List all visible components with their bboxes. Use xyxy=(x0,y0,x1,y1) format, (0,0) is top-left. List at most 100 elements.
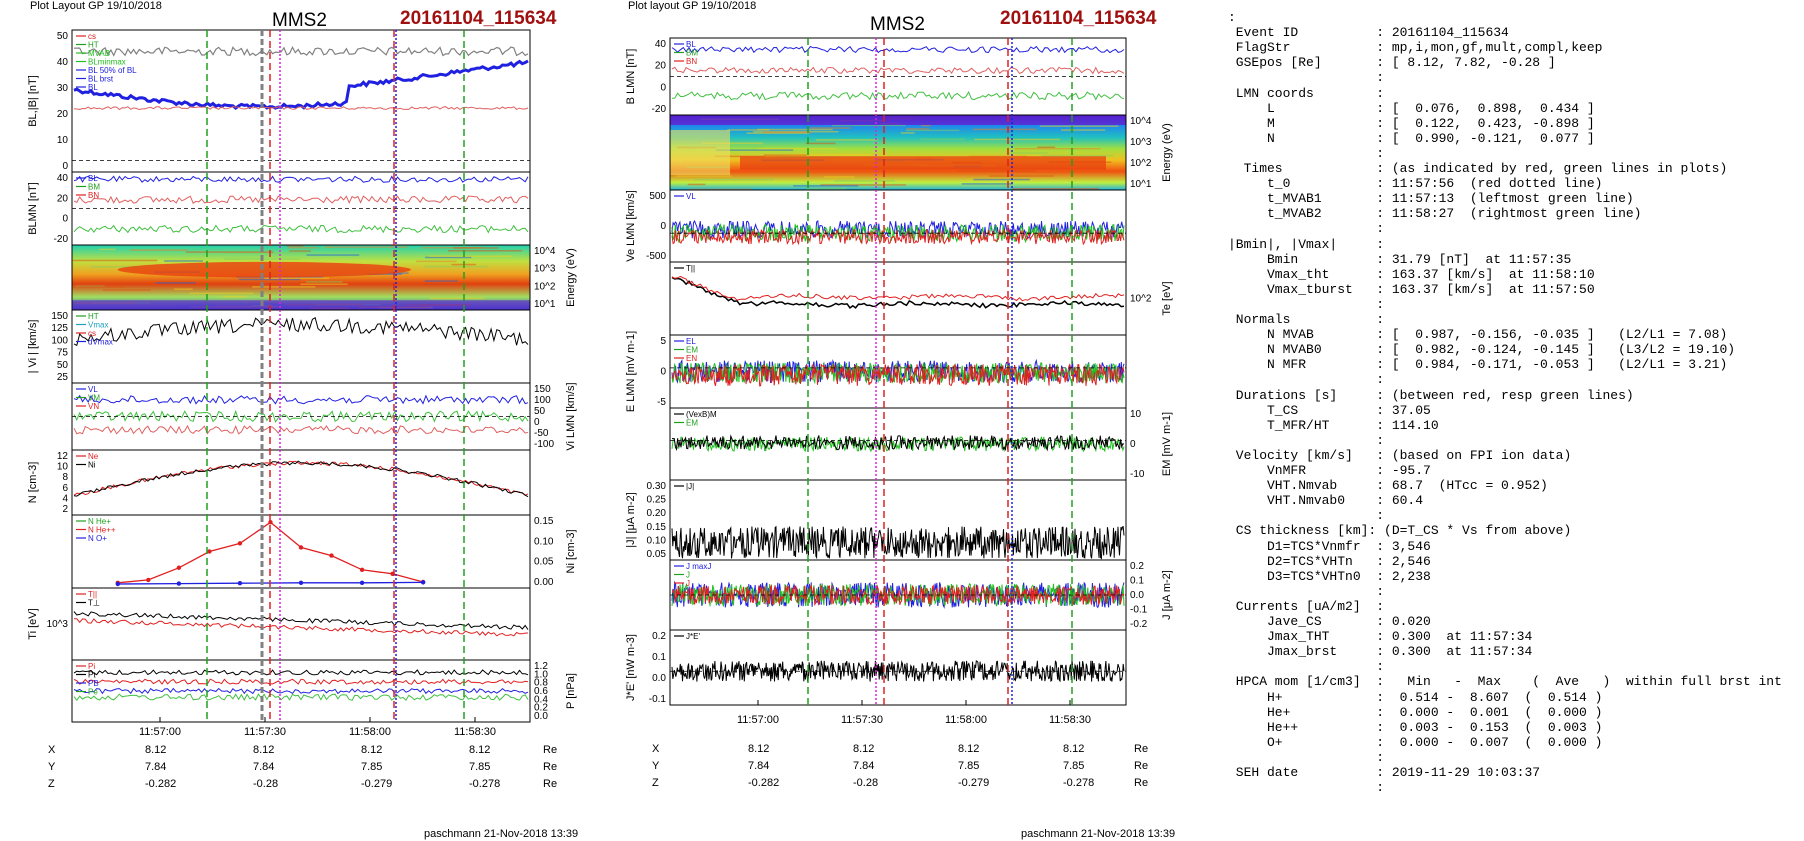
spectrogram-streak xyxy=(806,187,846,190)
trace-line xyxy=(73,175,529,184)
ion-density-point xyxy=(207,549,212,554)
spectrogram-streak xyxy=(388,272,409,274)
info-line: : xyxy=(1228,10,1236,25)
y-tick-label: 0.15 xyxy=(647,522,667,533)
legend-label: EN xyxy=(686,354,697,363)
spectrogram-streak xyxy=(714,155,765,158)
y-tick-label: -0.2 xyxy=(1130,619,1148,630)
trace-line xyxy=(73,394,529,405)
spectrogram-streak xyxy=(1061,129,1106,131)
spectrogram-streak xyxy=(957,170,1035,172)
info-line: |Bmin|, |Vmax| : xyxy=(1228,236,1385,252)
ion-density-point xyxy=(329,553,334,558)
spectrogram-streak xyxy=(820,184,906,186)
y-axis-label: BLMN [nT] xyxy=(27,182,39,235)
info-line: T_CS : 37.05 xyxy=(1228,402,1431,418)
spectrogram-streak xyxy=(428,255,513,257)
ion-density-point xyxy=(237,580,243,586)
spectrogram-streak xyxy=(73,286,125,288)
y-tick-label: 0.0 xyxy=(1130,590,1144,601)
legend-label: BL xyxy=(88,83,98,92)
y-tick-label: -500 xyxy=(646,251,666,262)
x-tick-label: 11:58:00 xyxy=(349,726,391,738)
middle-spacecraft: MMS2 xyxy=(870,14,925,35)
y-tick-label: 0.20 xyxy=(647,508,667,519)
panel-frame xyxy=(71,514,531,589)
mid-panel-3: 500 0 -500 Ve LMN [km/s] VL xyxy=(625,189,1127,263)
left-panel-8: 10^3 Ti [eV] T||T⊥ xyxy=(27,587,531,661)
y-tick-label: 0 xyxy=(62,161,68,172)
info-line: : xyxy=(1228,749,1385,765)
legend-label: EM xyxy=(686,419,698,428)
ion-density-point xyxy=(115,581,121,587)
spectrogram-streak xyxy=(1041,154,1113,157)
spectrogram-streak xyxy=(306,281,343,283)
info-line: Times : (as indicated by red, green line… xyxy=(1228,161,1728,176)
legend-label: BM xyxy=(88,183,100,192)
spectrogram-streak xyxy=(920,138,965,140)
mid-panel-4: 10^2 Te [eV] T|| xyxy=(669,261,1173,336)
y-tick-label: 75 xyxy=(57,348,69,359)
info-line: Bmin : 31.79 [nT] at 11:57:35 xyxy=(1228,251,1572,267)
ion-density-point xyxy=(359,580,365,585)
y-tick-label: 8 xyxy=(62,472,68,483)
trace-line xyxy=(671,580,1125,609)
legend-label: BN xyxy=(88,191,99,200)
y-tick-label: 0.2 xyxy=(534,703,548,714)
y-tick-label: 5 xyxy=(660,336,666,347)
trace-line xyxy=(671,660,1125,683)
y-tick-label: -50 xyxy=(534,428,549,439)
spectrogram-streak xyxy=(130,249,188,251)
y-tick-label: 10 xyxy=(57,462,69,473)
spectrogram-streak xyxy=(287,246,319,249)
legend-label: T|| xyxy=(88,590,97,599)
middle-event-id: 20161104_115634 xyxy=(1000,8,1157,29)
legend-label: EL xyxy=(686,337,696,346)
y-axis-label: E LMN [mV m-1] xyxy=(625,331,637,412)
y-tick-label: 0.1 xyxy=(652,652,666,663)
ion-density-point xyxy=(176,565,182,570)
info-line: : xyxy=(1228,659,1385,675)
trace-line xyxy=(73,317,529,347)
left-panel-7: 0.15 0.10 0.05 0.00 Ni [cm-3] N He+N He++N O+ xyxy=(71,514,577,589)
spectrogram-streak xyxy=(424,265,488,268)
spectrogram-streak xyxy=(716,149,794,151)
trace-line xyxy=(73,611,529,630)
middle-header: Plot layout GP 19/10/2018 xyxy=(628,0,757,12)
trace-line xyxy=(73,669,529,676)
y-tick-label: -5 xyxy=(657,397,666,408)
info-line: N MFR : [ 0.984, -0.171, -0.053 ] (L2/L1… xyxy=(1228,357,1728,373)
trace-line xyxy=(671,219,1125,240)
trace-line xyxy=(73,678,529,685)
y-tick-label: -10 xyxy=(1130,469,1145,480)
coord-row-label: Z xyxy=(652,777,659,789)
y-tick-label: 50 xyxy=(57,31,69,42)
legend-label: N O+ xyxy=(88,534,107,543)
coord-value: 8.12 xyxy=(853,743,875,755)
y-tick-label: 10^1 xyxy=(1130,179,1152,190)
event-info-panel: : Event ID : 20161104_115634 FlagStr : m… xyxy=(1228,10,1798,795)
middle-footer: paschmann 21-Nov-2018 13:39 xyxy=(1021,828,1176,840)
y-tick-label: 100 xyxy=(51,335,68,346)
y-axis-label: Ti [eV] xyxy=(27,608,39,639)
trace-line xyxy=(73,687,529,695)
info-line: : xyxy=(1228,372,1385,388)
y-tick-label: 0.10 xyxy=(534,536,554,547)
y-tick-label: 0 xyxy=(62,214,68,225)
coord-value: 8.12 xyxy=(361,744,383,756)
y-tick-label: 4 xyxy=(62,493,68,504)
spectrogram-streak xyxy=(300,283,348,285)
trace-line xyxy=(671,434,1125,452)
spectrogram-streak xyxy=(1037,146,1056,149)
y-tick-label: 0.8 xyxy=(534,678,548,689)
coord-row-label: X xyxy=(652,743,660,755)
trace-line xyxy=(671,582,1125,608)
y-axis-label: B LMN [nT] xyxy=(625,49,637,105)
ion-density-point xyxy=(176,581,182,586)
y-tick-label: 0.30 xyxy=(647,481,667,492)
legend-label: dVmax xyxy=(88,338,113,347)
